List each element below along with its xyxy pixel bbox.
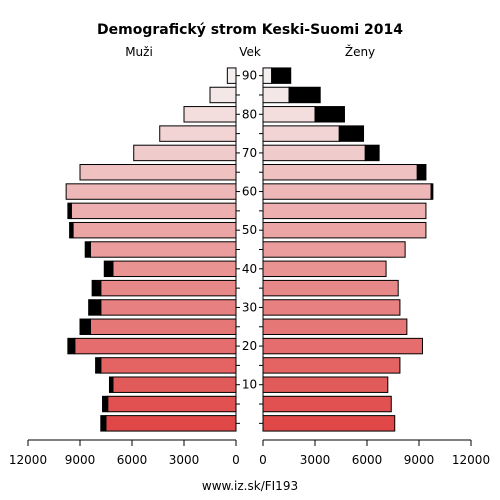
- male-excess-15-19: [95, 357, 102, 374]
- female-bar-50-54: [262, 221, 427, 239]
- female-excess-90+: [271, 67, 292, 84]
- female-excess-65-69: [416, 164, 427, 181]
- male-bar-70-74: [133, 144, 237, 162]
- age-tick-label: 90: [242, 69, 257, 83]
- male-excess-5-9: [102, 395, 109, 413]
- male-bar-90+: [226, 67, 237, 84]
- male-excess-25-29: [79, 318, 91, 335]
- male-bar-35-39: [100, 279, 237, 297]
- male-bar-60-64: [65, 183, 237, 200]
- chart-title: Demografický strom Keski-Suomi 2014: [97, 22, 403, 38]
- male-bar-30-34: [100, 299, 237, 316]
- female-bar-75-79: [262, 125, 340, 142]
- male-excess-45-49: [84, 241, 91, 258]
- female-excess-85-89: [288, 86, 321, 104]
- male-excess-50-54: [69, 221, 74, 239]
- male-x-tick-label: 0: [232, 453, 240, 467]
- female-bar-70-74: [262, 144, 366, 162]
- male-excess-10-14: [108, 376, 114, 393]
- female-label: Ženy: [345, 44, 375, 59]
- male-bar-20-24: [74, 337, 237, 355]
- female-bar-85-89: [262, 86, 290, 104]
- male-x-tick-label: 3000: [169, 453, 200, 467]
- female-bar-80-84: [262, 106, 316, 123]
- male-bar-15-19: [100, 357, 237, 374]
- male-excess-30-34: [88, 299, 102, 316]
- female-bar-35-39: [262, 279, 399, 297]
- age-label: Vek: [239, 45, 261, 59]
- male-x-tick-label: 12000: [9, 453, 47, 467]
- female-x-tick-label: 3000: [300, 453, 331, 467]
- age-tick-label: 20: [242, 339, 257, 353]
- female-x-tick-label: 9000: [404, 453, 435, 467]
- female-bar-10-14: [262, 376, 389, 393]
- age-tick-label: 80: [242, 107, 257, 121]
- female-bar-30-34: [262, 299, 401, 316]
- male-bar-0-4: [105, 415, 237, 432]
- male-excess-40-44: [103, 260, 114, 278]
- female-excess-60-64: [430, 183, 434, 200]
- male-excess-0-4: [100, 415, 107, 432]
- age-tick-label: 30: [242, 300, 257, 314]
- male-bar-5-9: [107, 395, 237, 413]
- female-excess-75-79: [338, 125, 365, 142]
- male-bar-10-14: [112, 376, 237, 393]
- female-bar-40-44: [262, 260, 387, 278]
- male-excess-55-59: [67, 202, 72, 220]
- footer-source: www.iz.sk/FI193: [202, 479, 298, 493]
- female-x-tick-label: 0: [259, 453, 267, 467]
- male-bars: [65, 67, 237, 432]
- female-bar-25-29: [262, 318, 408, 335]
- female-bar-20-24: [262, 337, 423, 355]
- age-tick-label: 60: [242, 185, 257, 199]
- axes: 10 20 30 40 50 60 70 80 90 12000 9000 6000 3000 0 0 300…: [9, 69, 490, 467]
- male-label: Muži: [125, 45, 153, 59]
- female-excess-70-74: [364, 144, 380, 162]
- female-x-tick-label: 6000: [352, 453, 383, 467]
- male-x-tick-label: 9000: [65, 453, 96, 467]
- female-bar-0-4: [262, 415, 396, 432]
- female-excess-80-84: [314, 106, 345, 123]
- male-excess-35-39: [91, 279, 102, 297]
- male-x-tick-label: 6000: [117, 453, 148, 467]
- male-bar-40-44: [112, 260, 237, 278]
- female-bar-55-59: [262, 202, 427, 220]
- female-bars: [262, 67, 434, 432]
- male-bar-85-89: [209, 86, 237, 104]
- male-bar-25-29: [89, 318, 237, 335]
- age-tick-label: 50: [242, 223, 257, 237]
- female-bar-60-64: [262, 183, 432, 200]
- male-bar-55-59: [70, 202, 237, 220]
- female-x-tick-label: 12000: [452, 453, 490, 467]
- male-bar-45-49: [89, 241, 237, 258]
- female-bar-90+: [262, 67, 273, 84]
- age-tick-label: 10: [242, 378, 257, 392]
- male-bar-65-69: [79, 164, 237, 181]
- male-excess-20-24: [67, 337, 76, 355]
- male-bar-50-54: [72, 221, 237, 239]
- female-bar-65-69: [262, 164, 418, 181]
- female-bar-45-49: [262, 241, 406, 258]
- male-bar-75-79: [159, 125, 237, 142]
- female-bar-15-19: [262, 357, 401, 374]
- age-tick-label: 70: [242, 146, 257, 160]
- male-bar-80-84: [183, 106, 237, 123]
- female-bar-5-9: [262, 395, 392, 413]
- age-tick-label: 40: [242, 262, 257, 276]
